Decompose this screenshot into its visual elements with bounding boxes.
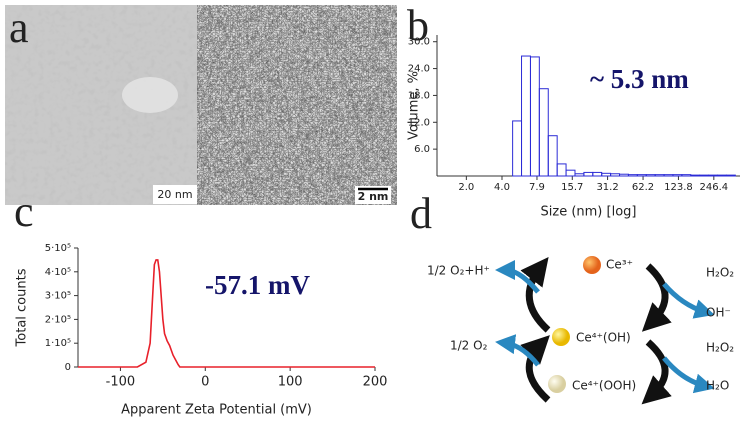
arrow [641,263,672,332]
x-tick-label: 123.8 [664,182,693,193]
bar [529,56,540,177]
bar [619,173,629,177]
x-axis-title: Apparent Zeta Potential (mV) [121,403,312,418]
bar [672,174,683,177]
scale-box [355,186,391,204]
bar [717,174,727,177]
tem-images: 20 nm 2 nm [5,5,397,205]
x-tick-label: 100 [278,375,303,390]
y-tick-label: 0 [65,362,71,373]
y-tick-label: 3·10⁵ [45,291,71,302]
x-tick-label: 31.2 [596,182,618,193]
line [78,259,375,368]
bar [690,174,701,177]
x-axis-title: Size (nm) [log] [541,205,637,220]
annotation: -57.1 mV [205,270,310,300]
bar [654,174,665,177]
y-tick-label: 18.0 [408,90,430,101]
bar [565,169,576,177]
bar [574,173,585,177]
bar [681,174,692,177]
arrow [662,282,715,319]
bar [512,120,523,177]
x-tick-label: 246.4 [700,182,729,193]
diagram: Ce³⁺ Ce⁴⁺(OH) Ce⁴⁺(OOH) 1/2 O₂+H⁺ 1/2 O₂… [427,256,734,405]
y-tick-label: 1·10⁵ [45,338,71,349]
arrow [662,356,715,394]
ce4-oh-sphere [552,328,570,346]
bar [663,174,674,177]
species-label: Ce³⁺ [606,258,633,272]
product-label: OH⁻ [706,306,731,320]
bar [601,172,612,177]
species-label: Ce⁴⁺(OH) [576,331,631,345]
arrow [520,256,551,333]
x-tick-label: 0 [201,375,209,390]
product-label: 1/2 O₂+H⁺ [427,264,490,278]
bar [636,174,647,177]
panel-label: a [9,3,29,52]
x-tick-label: 15.7 [561,182,583,193]
x-tick-label: 62.2 [632,182,654,193]
product-label: 1/2 O₂ [450,339,488,353]
y-axis-title: Total counts [15,268,30,347]
y-tick-label: 5·10⁵ [45,243,71,254]
x-tick-label: 7.9 [529,182,545,193]
bar [699,174,710,177]
x-tick-label: 4.0 [494,182,510,193]
y-tick-label: 2·10⁵ [45,314,71,325]
reactant-label: H₂O₂ [706,341,734,355]
tem-right [197,5,397,205]
panel-label: c [14,187,34,236]
bar [547,135,558,177]
ce3-sphere [583,256,601,274]
bar [645,174,656,177]
bar [538,88,549,177]
arrow [641,339,672,405]
arrow [520,335,551,403]
bar [583,171,594,177]
y-tick-label: 30.0 [408,37,430,48]
annotation: ~ 5.3 nm [590,64,689,94]
y-tick-label: 4·10⁵ [45,267,71,278]
bar [627,174,638,177]
x-tick-label: 200 [363,375,388,390]
scale-label: 20 nm [157,188,192,201]
y-tick-label: 24.0 [408,64,430,75]
panel-label: b [407,1,429,50]
ce4-ooh-sphere [548,375,566,393]
bar [708,174,719,177]
bar [521,55,531,177]
tem-light-area [122,77,178,113]
arrow [495,334,540,367]
bar [556,163,567,177]
scale-box [153,185,197,204]
reactant-label: H₂O₂ [706,266,734,280]
y-tick-label: 12.0 [408,117,430,128]
scale-label: 2 nm [358,190,389,203]
x-tick-label: 2.0 [458,182,474,193]
arrow [495,260,540,294]
bar [610,173,621,177]
bar [592,171,603,177]
x-tick-label: -100 [106,375,136,390]
y-axis-title: Volume, % [407,71,422,140]
panel-label: d [410,189,432,238]
y-tick-label: 6.0 [414,144,430,155]
bar [725,174,736,177]
product-label: H₂O [706,379,729,393]
species-label: Ce⁴⁺(OOH) [572,379,636,393]
